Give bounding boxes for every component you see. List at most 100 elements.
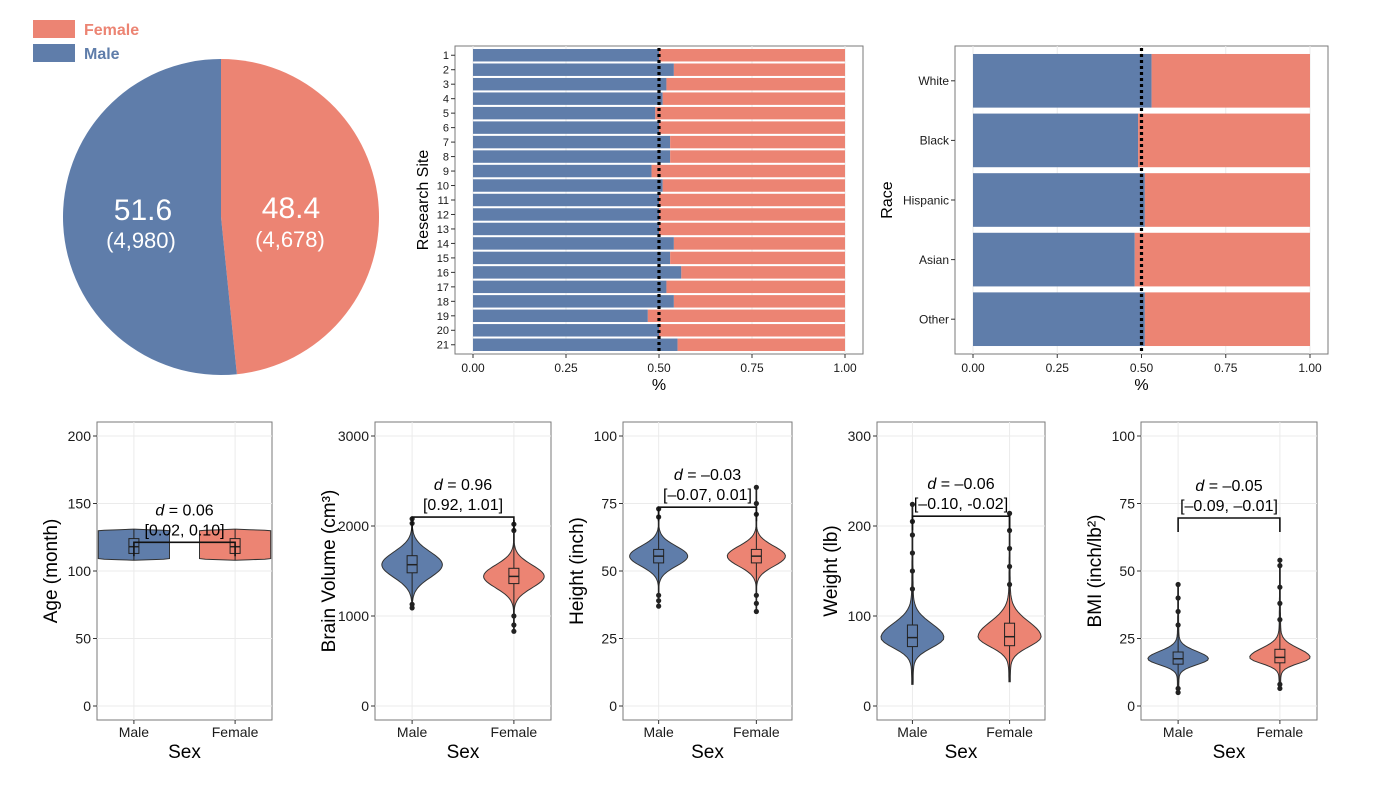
violin-chart-1-x-tick: Male bbox=[119, 724, 150, 740]
site-chart-bar-female-1 bbox=[659, 49, 845, 62]
violin-chart-4-outlier-female bbox=[1006, 510, 1013, 516]
violin-chart-2-effect-size: d = 0.96 bbox=[434, 477, 492, 494]
site-chart-y-label: Research Site bbox=[415, 150, 432, 251]
site-chart-bar-male-12 bbox=[473, 208, 659, 221]
violin-chart-1-effect-size: d = 0.06 bbox=[155, 502, 213, 519]
violin-chart-5-bracket bbox=[1177, 517, 1281, 532]
violin-chart-4-x-label: Sex bbox=[945, 742, 978, 763]
violin-chart-3-outlier-male bbox=[656, 598, 662, 604]
violin-chart-2-x-label: Sex bbox=[447, 742, 480, 763]
violin-chart-2-confidence-interval: [0.92, 1.01] bbox=[423, 497, 503, 514]
race-chart-bar-female-hispanic bbox=[1144, 173, 1310, 227]
site-chart-bar-male-15 bbox=[473, 251, 671, 265]
violin-chart-5-outlier-male bbox=[1175, 685, 1181, 692]
violin-chart-3-outlier-male bbox=[656, 603, 662, 609]
violin-chart-5-outlier-female bbox=[1277, 685, 1283, 692]
race-chart-x-tick: 0.50 bbox=[1130, 361, 1154, 375]
violin-chart-5-y-tick: 75 bbox=[1119, 496, 1135, 512]
violin-chart-2-y-tick: 1000 bbox=[338, 608, 369, 624]
site-chart-bar-female-21 bbox=[677, 338, 845, 351]
site-chart-category-label: 4 bbox=[443, 94, 449, 106]
site-chart-bar-male-2 bbox=[473, 63, 674, 76]
violin-chart-3-outlier-female bbox=[753, 500, 759, 507]
race-chart-bar-female-other bbox=[1144, 292, 1310, 347]
violin-chart-4-box-female bbox=[1004, 622, 1016, 647]
violin-chart-4-outlier-female bbox=[1006, 527, 1013, 534]
violin-chart-1-confidence-interval: [0.02, 0.10] bbox=[144, 522, 224, 539]
site-chart-category-label: 10 bbox=[437, 180, 449, 192]
site-chart-bar-female-3 bbox=[666, 77, 845, 91]
violin-chart-4-bracket bbox=[911, 515, 1011, 531]
site-chart-bar-female-4 bbox=[662, 92, 845, 105]
race-chart-category-label: White bbox=[918, 74, 949, 88]
race-chart-bar-male-white bbox=[973, 53, 1152, 108]
violin-chart-5-x-label: Sex bbox=[1213, 742, 1246, 763]
site-chart-bar-female-16 bbox=[681, 266, 845, 279]
site-chart-bar-female-10 bbox=[662, 179, 845, 192]
violin-chart-5-outlier-female bbox=[1277, 681, 1283, 688]
site-chart-bar-female-15 bbox=[670, 251, 845, 265]
violin-chart-3-x-tick: Female bbox=[733, 724, 780, 740]
violin-chart-3-outlier-female bbox=[753, 600, 759, 607]
site-chart-category-label: 2 bbox=[443, 65, 449, 77]
violin-chart-2-y-tick: 0 bbox=[361, 698, 369, 714]
site-chart-bar-female-19 bbox=[647, 309, 845, 323]
site-chart-category-label: 11 bbox=[438, 195, 449, 207]
violin-chart-4-outlier-male bbox=[909, 586, 916, 592]
site-chart-bar-male-19 bbox=[473, 309, 648, 323]
violin-chart-5-outlier-female bbox=[1277, 617, 1283, 623]
site-chart-category-label: 7 bbox=[443, 137, 449, 149]
site-chart-category-label: 16 bbox=[437, 267, 449, 279]
site-chart-category-label: 6 bbox=[443, 123, 449, 135]
violin-chart-3-bracket bbox=[657, 506, 758, 522]
violin-chart-5-outlier-male bbox=[1175, 608, 1181, 615]
site-chart-bar-male-16 bbox=[473, 266, 682, 279]
violin-chart-1-x-tick: Female bbox=[212, 724, 259, 740]
violin-chart-3-outlier-female bbox=[753, 484, 759, 490]
pie-chart: 51.6(4,980) 48.4(4,678) bbox=[63, 59, 380, 375]
site-chart-bar-male-17 bbox=[473, 280, 667, 294]
site-chart-bar-male-18 bbox=[473, 295, 674, 308]
violin-chart-4-outlier-male bbox=[909, 501, 916, 507]
violin-chart-4-y-tick: 100 bbox=[848, 608, 872, 624]
site-chart-bar-male-9 bbox=[473, 164, 652, 178]
site-chart-bar-female-18 bbox=[673, 295, 845, 308]
violin-chart-3-y-label: Height (inch) bbox=[567, 517, 588, 625]
race-chart-category-label: Black bbox=[920, 134, 950, 148]
violin-chart-5-effect-size: d = –0.05 bbox=[1195, 478, 1262, 495]
violin-chart-2-outlier-female bbox=[511, 628, 517, 634]
site-chart-x-tick: 1.00 bbox=[833, 361, 857, 375]
violin-chart-5-outlier-male bbox=[1175, 595, 1181, 601]
race-chart-x-tick: 0.75 bbox=[1214, 361, 1238, 375]
site-chart-category-label: 9 bbox=[443, 166, 449, 178]
site-chart-bar-male-6 bbox=[473, 121, 659, 134]
violin-chart-4-y-tick: 200 bbox=[848, 518, 872, 534]
legend-label-female: Female bbox=[84, 22, 139, 39]
race-chart-bar-male-other bbox=[973, 292, 1145, 347]
violin-chart-1-y-tick: 50 bbox=[75, 631, 91, 647]
violin-chart-4-panel bbox=[876, 421, 1046, 721]
site-chart-bar-male-8 bbox=[473, 150, 671, 163]
race-chart-y-label: Race bbox=[879, 181, 896, 218]
race-chart-category-label: Asian bbox=[919, 253, 949, 267]
race-chart-category-label: Hispanic bbox=[903, 193, 949, 207]
violin-chart-5-confidence-interval: [–0.09, –0.01] bbox=[1180, 498, 1278, 515]
violin-chart-3-y-tick: 75 bbox=[601, 496, 617, 512]
site-chart-bar-female-14 bbox=[673, 237, 845, 250]
site-chart-bar-female-6 bbox=[659, 121, 845, 134]
site-chart-bar-female-17 bbox=[666, 280, 845, 294]
site-chart-category-label: 15 bbox=[437, 253, 449, 265]
violin-chart-2-x-tick: Female bbox=[491, 724, 538, 740]
site-chart-x-tick: 0.25 bbox=[554, 361, 578, 375]
violin-chart-2-y-label: Brain Volume (cm³) bbox=[319, 490, 340, 653]
violin-chart-5-y-tick: 50 bbox=[1119, 563, 1135, 579]
violin-chart-4-confidence-interval: [–0.10, -0.02] bbox=[914, 496, 1008, 513]
site-chart-category-label: 19 bbox=[437, 311, 449, 323]
violin-chart-3: 0 25 50 75 100 Male Female d = –0.03 [–0.07, 0.0… bbox=[567, 421, 793, 763]
site-chart-x-tick: 0.50 bbox=[647, 361, 671, 375]
race-chart-category-label: Other bbox=[919, 313, 949, 327]
violin-chart-5-y-tick: 0 bbox=[1127, 698, 1135, 714]
site-chart-bar-male-20 bbox=[473, 324, 659, 337]
violin-chart-3-confidence-interval: [–0.07, 0.01] bbox=[663, 487, 752, 504]
